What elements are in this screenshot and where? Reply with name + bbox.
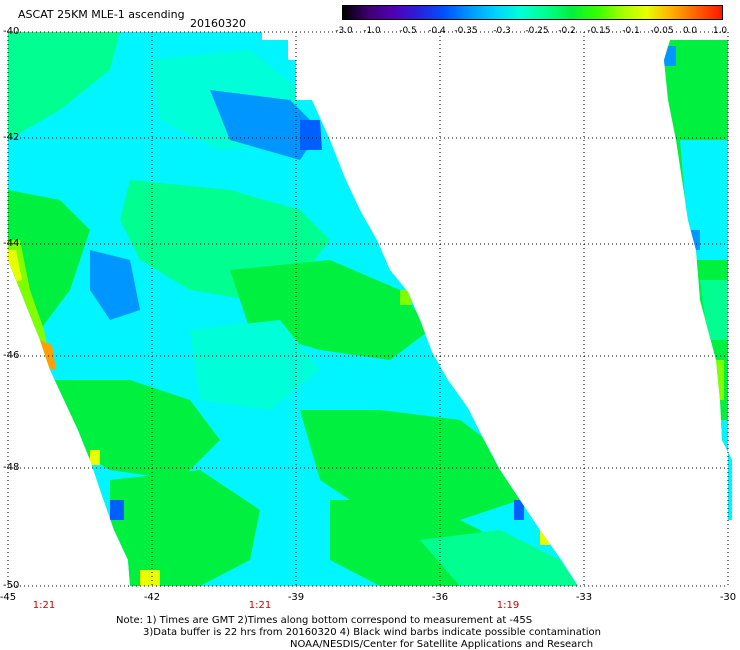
- latitude-label: -42: [3, 132, 20, 143]
- swath-blue-patch: [110, 500, 124, 520]
- latitude-label: -46: [3, 350, 20, 361]
- swath-yellow-edge: [540, 530, 550, 545]
- latitude-label: -48: [3, 462, 20, 473]
- time-label: 1:19: [496, 600, 520, 611]
- right-swath-blue: [688, 230, 700, 250]
- swath-yellow-edge: [90, 450, 100, 465]
- right-swath-lime: [712, 360, 724, 400]
- colorbar-tick-label: -0.3: [493, 26, 511, 36]
- swath-green-region: [8, 32, 120, 140]
- colorbar-tick-label: -0.15: [587, 26, 611, 36]
- time-label: 1:21: [248, 600, 272, 611]
- swath-green-region: [300, 410, 520, 520]
- swath-blue-patch: [210, 90, 320, 160]
- colorbar-tick-label: -0.25: [525, 26, 549, 36]
- footnote-line-2: 3)Data buffer is 22 hrs from 20160320 4)…: [143, 627, 601, 638]
- longitude-label: -45: [0, 592, 17, 603]
- swath-aqua-region: [190, 320, 320, 410]
- colorbar-tick-label: 1.0: [712, 26, 728, 36]
- colorbar-tick-label: -0.1: [622, 26, 640, 36]
- swath-yellow-edge: [140, 570, 160, 586]
- swath-orange-edge: [40, 340, 56, 370]
- swath-blue-patch: [514, 500, 524, 520]
- right-swath-cyan: [720, 420, 732, 520]
- footnote-line-3: NOAA/NESDIS/Center for Satellite Applica…: [290, 639, 594, 650]
- latitude-label: -40: [3, 26, 20, 37]
- swath-lime-edge: [400, 290, 412, 305]
- swath-blue-patch: [300, 120, 322, 150]
- swath-green-region: [110, 470, 260, 586]
- longitude-label: -30: [719, 592, 737, 603]
- swath-blue-patch: [90, 250, 140, 320]
- colorbar-tick-label: -0.2: [558, 26, 576, 36]
- time-label: 1:21: [32, 600, 56, 611]
- main-swath: [8, 32, 578, 586]
- right-swath-mint: [700, 280, 732, 340]
- map-title: ASCAT 25KM MLE-1 ascending: [18, 8, 185, 21]
- swath-green-region: [420, 530, 578, 586]
- longitude-label: -42: [143, 592, 161, 603]
- colorbar-tick-label: -0.35: [454, 26, 478, 36]
- map-date: 20160320: [190, 17, 246, 30]
- colorbar: [342, 5, 723, 20]
- right-swath-cyan: [680, 140, 732, 260]
- colorbar-tick-label: 0.0: [682, 26, 698, 36]
- longitude-label: -39: [287, 592, 305, 603]
- colorbar-tick-label: -1.0: [363, 26, 381, 36]
- latitude-label: -50: [3, 580, 20, 591]
- colorbar-tick-label: -0.05: [650, 26, 674, 36]
- colorbar-tick-label: -0.5: [399, 26, 417, 36]
- longitude-label: -36: [431, 592, 449, 603]
- colorbar-tick-label: -0.4: [428, 26, 446, 36]
- right-swath-blue: [664, 46, 676, 66]
- longitude-label: -33: [575, 592, 593, 603]
- footnote-line-1: Note: 1) Times are GMT 2)Times along bot…: [116, 615, 533, 626]
- latitude-label: -44: [3, 238, 20, 249]
- colorbar-tick-label: -3.0: [335, 26, 353, 36]
